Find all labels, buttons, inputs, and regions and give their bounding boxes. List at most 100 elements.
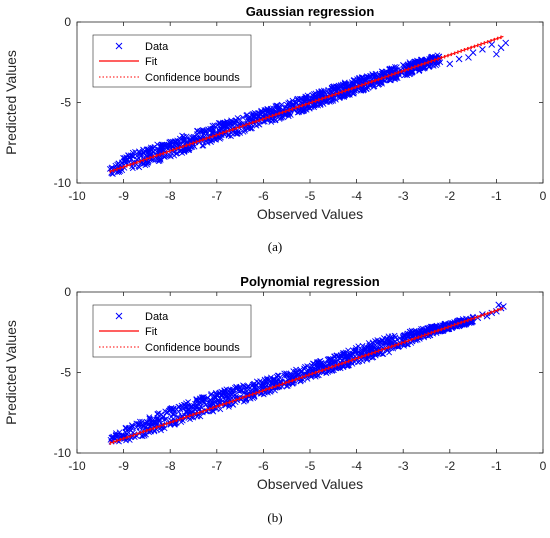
data-point [359,358,366,364]
data-point [247,114,254,121]
data-point [388,75,395,82]
data-point [325,86,332,93]
legend-label-bounds: Confidence bounds [145,72,240,84]
data-point [281,372,288,379]
data-point [337,352,344,358]
x-tick-label: -5 [305,189,316,203]
data-point [332,83,339,90]
data-point [158,144,165,151]
data-point [488,41,496,48]
fit-line [109,307,504,444]
x-tick-label: -2 [444,459,455,473]
x-tick-label: 0 [540,459,547,473]
data-point [176,141,183,148]
data-point [180,406,186,412]
data-point [426,64,432,70]
data-point [298,368,304,375]
data-point [230,401,237,408]
data-point [359,342,366,349]
data-point [199,142,206,149]
data-point [310,101,316,108]
data-point [129,165,136,172]
data-point [207,392,214,399]
x-tick-label: -6 [258,459,269,473]
data-point [254,113,261,119]
data-point [207,400,214,407]
data-point [128,427,134,434]
data-point [331,357,338,364]
data-point [258,109,264,115]
data-point [160,413,167,420]
x-axis-label: Observed Values [257,476,363,492]
data-point [406,328,413,335]
data-point [187,404,194,410]
data-point [199,396,206,402]
data-point [347,351,354,358]
confidence-bound-lower [109,308,504,446]
data-point [281,370,288,377]
data-point [502,39,510,47]
data-point [127,152,134,159]
data-series [107,301,507,445]
data-point [133,420,140,427]
data-point [197,413,204,420]
data-point [179,132,186,139]
data-point [207,138,214,145]
data-point [164,144,171,151]
data-point [247,384,253,391]
x-tick-label: -7 [211,459,222,473]
data-point [196,128,203,135]
data-point [363,356,370,363]
chart-panel-a: Gaussian regression -10 -9 -8 -7 -6 -5 -4 -3 -2 -1… [0,0,550,236]
data-point [495,301,503,309]
data-point [274,102,281,109]
x-tick-label: 0 [540,189,547,203]
data-point [275,372,282,379]
data-point [135,420,142,427]
data-point [379,338,386,344]
data-point [196,401,203,408]
data-point [358,348,365,355]
data-point [170,405,177,412]
y-axis: 0 -5 -10 Predicted Values [3,15,543,190]
chart-title: Gaussian regression [246,4,375,19]
data-point [161,416,168,423]
chart-panel-b: Polynomial regression -10 -9 -8 -7 -6 -5 -4 -3 -2… [0,270,550,506]
x-tick-label: -1 [491,189,502,203]
data-point [209,129,216,135]
data-point [418,327,425,334]
data-point [190,414,197,421]
data-point [227,390,234,397]
data-point [434,61,441,67]
data-point [355,349,362,356]
data-point [253,382,260,388]
data-point [293,96,300,103]
x-axis-label: Observed Values [257,206,363,222]
data-point [289,103,296,109]
y-tick-label: 0 [64,15,71,29]
x-tick-label: -3 [398,189,409,203]
data-point [369,345,376,352]
data-point [367,345,374,351]
y-axis-label: Predicted Values [3,320,19,425]
data-point [157,155,164,162]
y-axis-label: Predicted Values [3,50,19,155]
data-point [357,87,364,94]
data-point [220,123,227,130]
data-point [339,363,346,370]
data-point [176,404,183,410]
data-point [122,157,129,164]
data-point [393,64,400,71]
y-tick-label: -5 [60,96,71,110]
data-point [242,126,249,133]
data-point [426,326,432,332]
x-tick-label: -2 [444,189,455,203]
chart-svg-a: Gaussian regression-10 -9 -8 -7 -6 -5 -4 -3 -2 -1… [3,4,547,222]
data-point [409,69,416,75]
data-point [352,344,359,351]
data-point [411,58,418,65]
data-point [181,137,188,143]
data-point [297,366,304,373]
data-point [361,86,367,92]
data-point [455,55,463,63]
